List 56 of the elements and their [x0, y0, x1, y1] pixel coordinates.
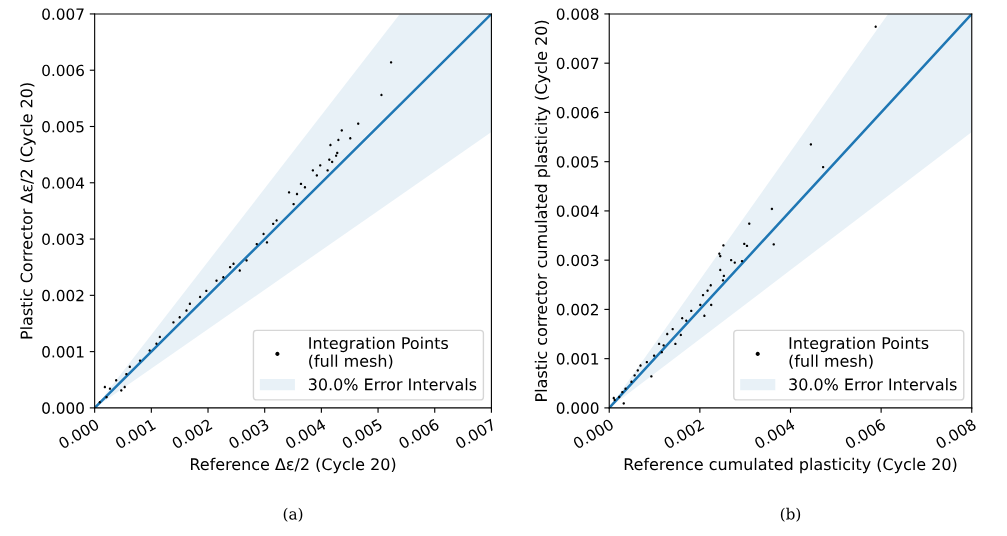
point	[809, 143, 813, 146]
point	[674, 342, 677, 346]
y-axis-title: Plastic corrector cumulated plasticity (Cycle 20)	[534, 20, 551, 401]
point	[105, 396, 108, 399]
y-tick-label: 0.005	[42, 120, 84, 133]
point	[265, 241, 269, 244]
legend-label: Integration Points (full mesh)	[789, 336, 929, 369]
point	[292, 202, 295, 206]
y-axis-title: Plastic Corrector Δε/2 (Cycle 20)	[20, 83, 36, 339]
legend-label: 30.0% Error Intervals	[308, 378, 477, 391]
y-tick-label: 0.003	[556, 254, 599, 267]
y-tick-label: 0.008	[556, 8, 599, 20]
y-tick-label: 0.000	[42, 402, 84, 414]
y-tick-label: 0.002	[42, 289, 84, 302]
point	[185, 309, 188, 312]
point	[722, 244, 725, 247]
y-tick-label: 0.001	[42, 346, 84, 358]
point	[326, 169, 329, 172]
point	[340, 129, 343, 132]
point	[703, 314, 706, 318]
point	[630, 380, 633, 383]
point	[662, 344, 665, 347]
y-tick-label: 0.007	[42, 8, 84, 20]
text: (a)	[283, 507, 303, 522]
point	[125, 372, 128, 376]
point	[706, 289, 709, 292]
point	[172, 321, 175, 324]
text: (b)	[780, 507, 801, 522]
point	[380, 93, 383, 97]
point	[245, 259, 248, 262]
y-tick-label: 0.007	[556, 57, 599, 70]
y-tick-label: 0.004	[556, 205, 599, 217]
legend-label: Integration Points (full mesh)	[309, 336, 449, 369]
x-axis-title: Reference cumulated plasticity (Cycle 20)	[624, 457, 957, 474]
point	[633, 374, 636, 377]
point	[624, 387, 627, 390]
y-tick-label: 0.002	[556, 303, 598, 316]
y-tick-label: 0.000	[556, 402, 599, 414]
y-tick-label: 0.004	[42, 177, 85, 189]
y-tick-label: 0.003	[42, 233, 84, 246]
point	[315, 174, 319, 177]
point	[329, 143, 332, 147]
point	[148, 349, 151, 352]
point	[275, 219, 278, 222]
point	[650, 375, 653, 378]
point	[311, 169, 315, 172]
y-tick-label: 0.005	[556, 156, 599, 168]
y-tick-label: 0.001	[556, 353, 599, 365]
legend-label: 30.0% Error Intervals	[789, 378, 957, 391]
x-axis-title: Reference Δε/2 (Cycle 20)	[191, 457, 396, 474]
point	[733, 261, 736, 264]
point	[772, 243, 775, 246]
y-tick-label: 0.006	[42, 64, 84, 77]
y-tick-label: 0.006	[556, 106, 599, 119]
point	[262, 232, 265, 236]
point	[639, 364, 642, 367]
